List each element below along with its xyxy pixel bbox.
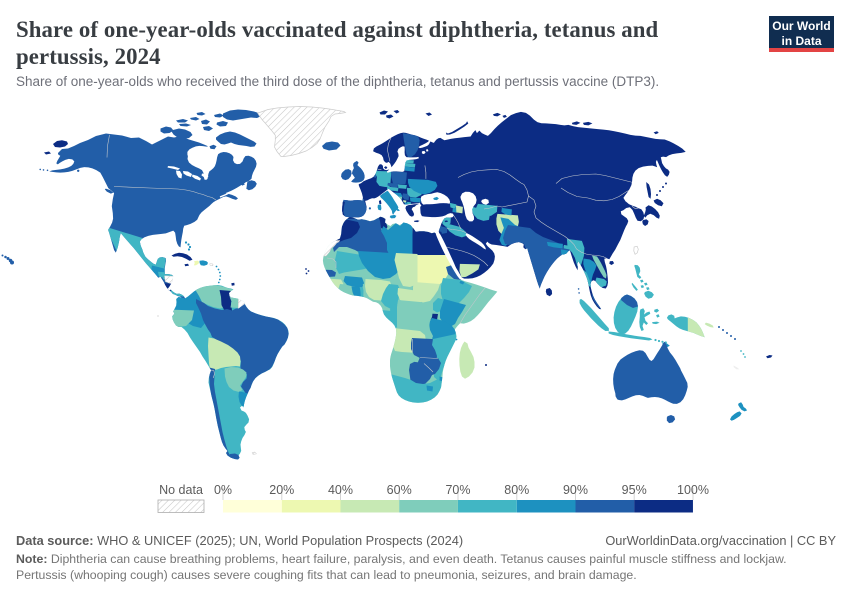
svg-text:20%: 20% (269, 483, 294, 497)
svg-text:40%: 40% (328, 483, 353, 497)
svg-text:80%: 80% (504, 483, 529, 497)
svg-text:60%: 60% (387, 483, 412, 497)
svg-text:No data: No data (159, 483, 203, 497)
svg-text:100%: 100% (677, 483, 709, 497)
svg-text:90%: 90% (563, 483, 588, 497)
svg-text:70%: 70% (445, 483, 470, 497)
svg-text:0%: 0% (214, 483, 232, 497)
svg-text:95%: 95% (622, 483, 647, 497)
